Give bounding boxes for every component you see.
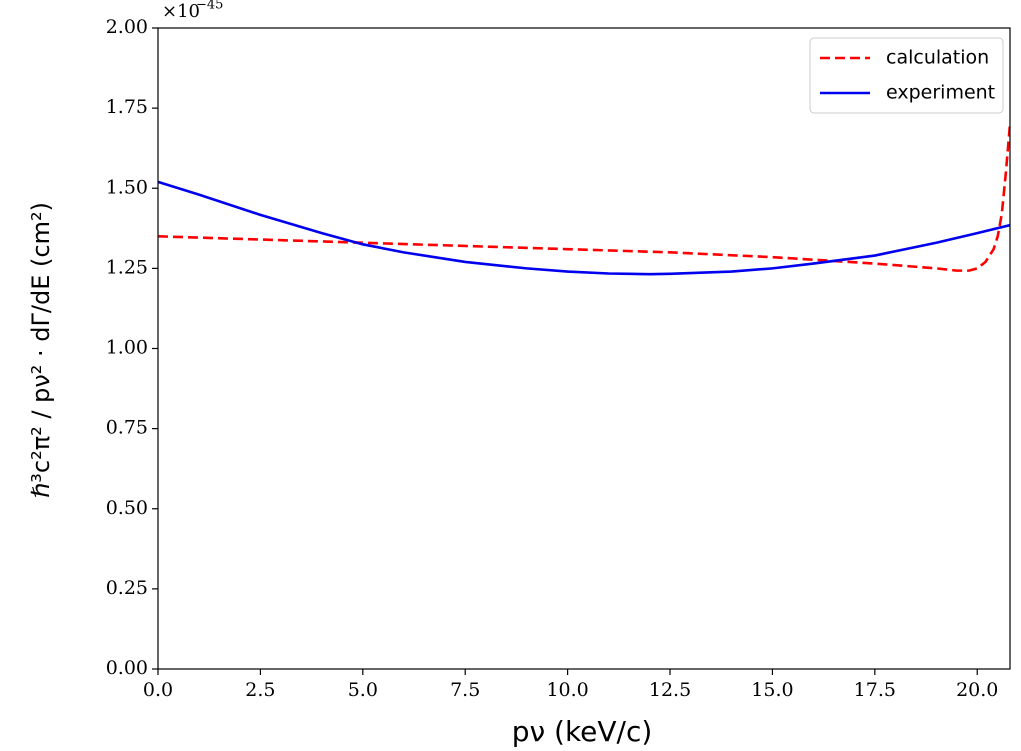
y-scale-base: ×10: [162, 1, 200, 22]
x-tick-label: 12.5: [649, 679, 691, 701]
x-axis-label: pν (keV/c): [512, 715, 653, 748]
x-tick-label: 10.0: [546, 679, 588, 701]
y-scale-exponent: −45: [196, 0, 223, 13]
y-tick-label: 1.25: [106, 256, 148, 278]
y-axis-label: ℏ³c²π² / pν² · dΓ/dE (cm²): [27, 202, 55, 498]
line: [158, 124, 1010, 272]
y-tick-label: 1.00: [106, 337, 148, 359]
x-tick-label: 2.5: [245, 679, 275, 701]
plot-frame: [157, 27, 1011, 670]
x-tick-label: 15.0: [751, 679, 793, 701]
y-tick-label: 0.75: [106, 417, 148, 439]
y-tick-label: 1.50: [106, 176, 148, 198]
x-tick-label: 7.5: [450, 679, 480, 701]
y-tick-label: 0.25: [106, 577, 148, 599]
x-tick-label: 5.0: [348, 679, 378, 701]
y-tick-label: 0.50: [106, 497, 148, 519]
y-tick-label: 1.75: [106, 96, 148, 118]
x-tick-label: 20.0: [956, 679, 998, 701]
legend-label: calculation: [886, 47, 989, 69]
x-tick-label: 0.0: [143, 679, 173, 701]
line: [158, 180, 1010, 276]
y-tick-label: 0.00: [106, 657, 148, 679]
legend-label: experiment: [886, 82, 995, 104]
x-tick-label: 17.5: [854, 679, 896, 701]
y-tick-label: 2.00: [106, 16, 148, 38]
